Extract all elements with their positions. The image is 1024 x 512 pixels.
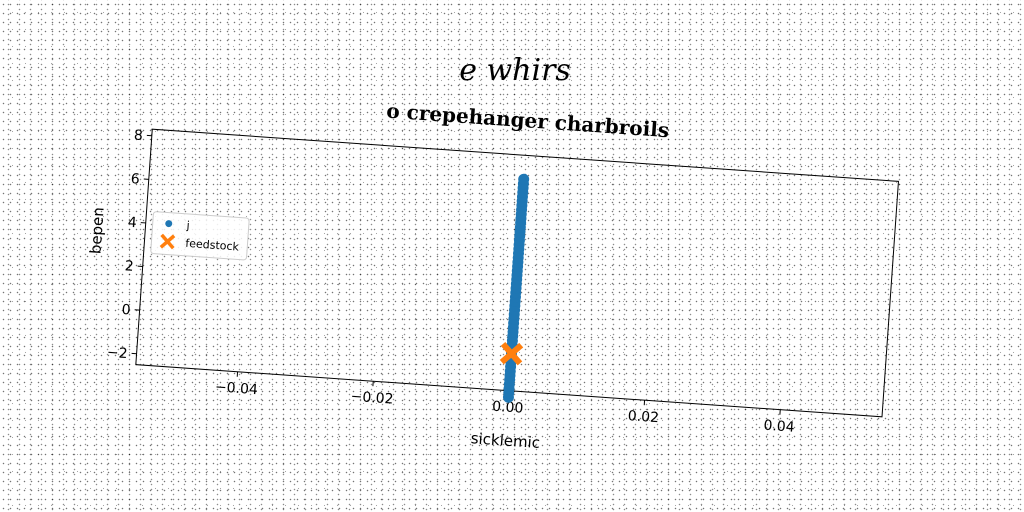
legend-item-j: j (165, 219, 190, 232)
y-axis: −2 0 2 4 6 8 (106, 128, 152, 362)
x-axis: −0.04 −0.02 0.00 0.02 0.04 (214, 371, 795, 436)
x-tick-label: −0.04 (214, 379, 258, 398)
data-point-j (518, 173, 530, 185)
data-point-feedstock (499, 341, 524, 366)
x-tick-label: 0.00 (492, 399, 524, 417)
y-tick-label: 6 (130, 171, 140, 188)
chart-suptitle: e whirs (459, 53, 571, 88)
y-tick-label: 2 (124, 258, 134, 275)
y-tick-label: 4 (127, 215, 137, 232)
legend-box (150, 211, 250, 261)
chart-title: o crepehanger charbroils (386, 99, 670, 143)
data-points (499, 173, 530, 403)
y-tick-label: −2 (106, 345, 128, 362)
legend-marker-feedstock (159, 233, 176, 250)
x-tick-label: 0.02 (627, 408, 659, 426)
y-tick-label: 8 (133, 128, 143, 145)
x-tick-label: −0.02 (350, 389, 394, 408)
chart-axes-group: o crepehanger charbroils −0.04 −0.02 0.00 0… (86, 99, 899, 452)
legend-item-feedstock: feedstock (159, 233, 240, 254)
chart-legend: j feedstock (150, 211, 250, 261)
x-axis-label: sicklemic (470, 429, 540, 452)
y-axis-label: bepen (86, 207, 107, 255)
y-tick-label: 0 (121, 302, 131, 319)
x-tick-label: 0.04 (763, 418, 795, 436)
legend-marker-j (165, 220, 173, 228)
legend-label-j: j (185, 219, 190, 232)
legend-label-feedstock: feedstock (185, 237, 240, 254)
